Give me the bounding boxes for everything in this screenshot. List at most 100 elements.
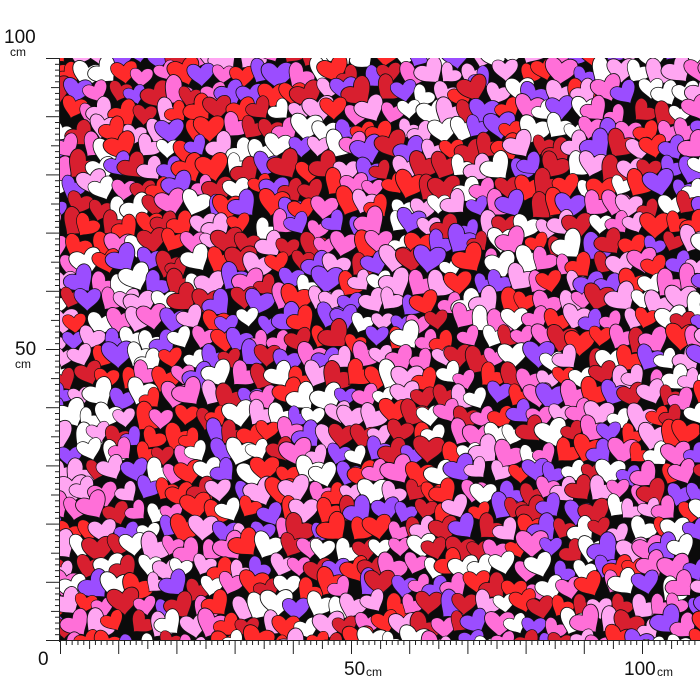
heart-icon	[158, 346, 183, 370]
heart-icon	[76, 212, 101, 237]
heart-icon	[635, 477, 666, 507]
heart-icon	[569, 603, 599, 634]
heart-icon	[389, 319, 420, 350]
heart-icon	[380, 286, 405, 311]
heart-icon	[344, 444, 366, 467]
heart-icon	[288, 405, 309, 427]
heart-icon	[159, 630, 183, 640]
heart-icon	[281, 597, 311, 623]
heart-icon	[541, 461, 566, 485]
heart-icon	[171, 376, 201, 406]
heart-icon	[114, 480, 137, 503]
heart-icon	[335, 537, 362, 564]
heart-icon	[158, 568, 187, 597]
heart-icon	[686, 152, 700, 176]
heart-icon	[544, 58, 579, 88]
heart-icon	[690, 264, 700, 292]
ruler-unit-cm-top: cm	[10, 45, 26, 59]
heart-icon	[336, 404, 368, 433]
heart-icon	[267, 97, 289, 119]
fabric-swatch	[60, 58, 700, 640]
heart-icon	[306, 631, 329, 640]
heart-icon	[588, 325, 613, 348]
heart-icon	[420, 536, 447, 562]
heart-icon	[175, 303, 202, 330]
heart-icon	[360, 402, 390, 431]
heart-icon	[241, 115, 267, 140]
heart-icon	[457, 629, 485, 640]
heart-icon	[182, 188, 213, 218]
heart-icon	[408, 289, 438, 318]
ruler-label-100-horizontal: 100	[624, 659, 656, 680]
heart-icon	[300, 407, 326, 429]
heart-icon	[634, 97, 658, 121]
heart-icon	[266, 147, 299, 180]
heart-icon	[192, 115, 225, 144]
heart-icon	[307, 461, 337, 489]
heart-icon	[60, 381, 74, 404]
heart-icon	[256, 501, 283, 527]
heart-icon	[596, 421, 622, 445]
heart-icon	[112, 407, 136, 429]
heart-icon	[61, 174, 87, 200]
heart-icon	[609, 323, 637, 351]
heart-icon	[283, 211, 308, 236]
heart-pattern	[60, 58, 700, 640]
heart-icon	[226, 188, 255, 217]
heart-icon	[273, 627, 305, 640]
heart-icon	[440, 493, 468, 520]
heart-icon	[666, 533, 694, 560]
heart-icon	[561, 212, 593, 241]
heart-icon	[62, 263, 92, 293]
heart-icon	[148, 408, 174, 431]
heart-icon	[539, 537, 563, 558]
heart-icon	[639, 212, 672, 241]
heart-icon	[136, 474, 163, 501]
heart-icon	[60, 235, 67, 261]
heart-icon	[465, 195, 488, 217]
heart-icon	[183, 134, 206, 156]
ruler-unit-cm-mid: cm	[15, 357, 31, 371]
heart-icon	[318, 632, 343, 640]
heart-icon	[194, 151, 228, 184]
heart-icon	[547, 632, 574, 640]
heart-icon	[361, 179, 385, 200]
heart-icon	[443, 270, 473, 297]
heart-icon	[492, 516, 517, 542]
heart-icon	[209, 457, 234, 481]
heart-icon	[327, 575, 350, 598]
heart-icon	[490, 630, 515, 640]
heart-icon	[328, 423, 357, 450]
heart-icon	[248, 398, 277, 426]
heart-icon	[456, 324, 479, 348]
heart-icon	[349, 58, 372, 69]
heart-icon	[462, 386, 487, 410]
heart-icon	[688, 628, 700, 640]
heart-icon	[179, 633, 202, 640]
heart-icon	[141, 632, 162, 640]
heart-icon	[512, 629, 539, 640]
heart-icon	[81, 376, 112, 407]
heart-icon	[494, 188, 524, 218]
heart-icon	[545, 95, 574, 122]
heart-icon	[413, 58, 442, 85]
heart-icon	[624, 628, 655, 640]
heart-icon	[218, 571, 245, 596]
heart-icon	[313, 236, 337, 258]
heart-icon	[391, 58, 422, 68]
heart-icon	[214, 496, 241, 523]
heart-icon	[315, 510, 346, 541]
heart-icon	[502, 128, 532, 159]
vertical-ruler	[46, 58, 60, 642]
heart-icon	[620, 364, 644, 387]
heart-icon	[491, 58, 519, 83]
heart-icon	[463, 456, 486, 479]
heart-icon	[220, 629, 243, 640]
heart-icon	[450, 241, 483, 273]
heart-icon	[551, 343, 577, 369]
heart-icon	[488, 550, 515, 576]
heart-icon	[60, 367, 75, 392]
heart-icon	[388, 537, 412, 558]
heart-icon	[370, 312, 394, 333]
heart-icon	[685, 338, 700, 369]
